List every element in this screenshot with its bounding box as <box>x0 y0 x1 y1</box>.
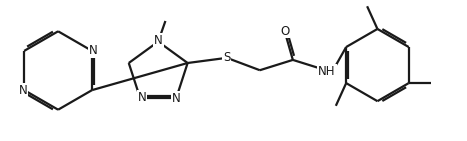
Text: O: O <box>280 25 289 38</box>
Text: NH: NH <box>318 65 336 78</box>
Text: N: N <box>172 92 181 105</box>
Text: N: N <box>154 34 163 47</box>
Text: S: S <box>223 51 231 64</box>
Text: N: N <box>138 91 147 104</box>
Text: N: N <box>89 44 98 57</box>
Text: N: N <box>19 84 28 97</box>
